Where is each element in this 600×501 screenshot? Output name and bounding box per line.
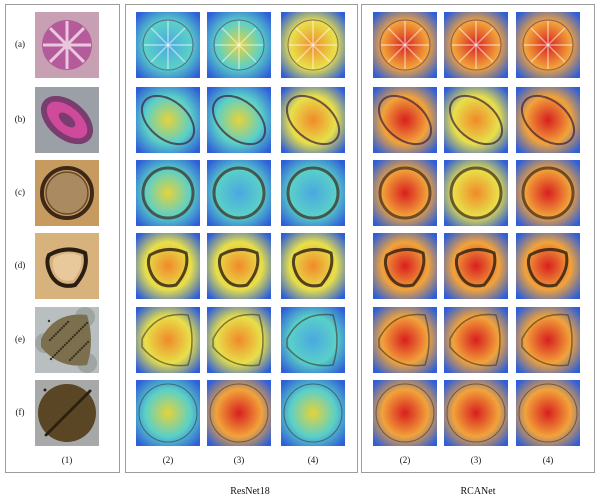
resnet18-heatmap-b-2 (136, 87, 200, 153)
rcanet-heatmap-b-4 (516, 87, 580, 153)
rcanet-heatmap-d-3 (444, 233, 508, 299)
resnet18-heatmap-e-3 (207, 307, 271, 373)
original-image-a (35, 12, 99, 78)
original-image-c (35, 160, 99, 226)
resnet18-heatmap-e-2 (136, 307, 200, 373)
rcanet-heatmap-c-3 (444, 160, 508, 226)
column-label: (4) (307, 455, 319, 465)
original-image-f (35, 380, 99, 446)
rcanet-heatmap-d-2 (373, 233, 437, 299)
resnet18-heatmap-d-4 (281, 233, 345, 299)
resnet18-heatmap-c-2 (136, 160, 200, 226)
resnet18-heatmap-a-3 (207, 12, 271, 78)
rcanet-heatmap-a-2 (373, 12, 437, 78)
resnet18-heatmap-b-3 (207, 87, 271, 153)
rcanet-heatmap-c-2 (373, 160, 437, 226)
resnet18-heatmap-a-4 (281, 12, 345, 78)
rcanet-heatmap-e-3 (444, 307, 508, 373)
row-label: (e) (15, 334, 25, 344)
column-label: (4) (542, 455, 554, 465)
resnet18-panel (125, 4, 358, 473)
original-image-d (35, 233, 99, 299)
resnet18-label: ResNet18 (230, 486, 270, 497)
rcanet-label: RCANet (460, 486, 496, 497)
resnet18-heatmap-c-4 (281, 160, 345, 226)
rcanet-heatmap-a-4 (516, 12, 580, 78)
row-label: (a) (15, 39, 25, 49)
original-image-b (35, 87, 99, 153)
row-label: (f) (15, 407, 25, 417)
resnet18-heatmap-f-2 (136, 380, 200, 446)
rcanet-heatmap-f-3 (444, 380, 508, 446)
rcanet-heatmap-f-4 (516, 380, 580, 446)
rcanet-heatmap-f-2 (373, 380, 437, 446)
column-label: (1) (61, 455, 73, 465)
rcanet-heatmap-e-4 (516, 307, 580, 373)
rcanet-heatmap-b-3 (444, 87, 508, 153)
column-label: (3) (470, 455, 482, 465)
rcanet-heatmap-b-2 (373, 87, 437, 153)
resnet18-heatmap-f-3 (207, 380, 271, 446)
original-image-e (35, 307, 99, 373)
row-label: (c) (15, 187, 25, 197)
resnet18-heatmap-f-4 (281, 380, 345, 446)
rcanet-heatmap-e-2 (373, 307, 437, 373)
resnet18-heatmap-d-3 (207, 233, 271, 299)
resnet18-heatmap-e-4 (281, 307, 345, 373)
rcanet-heatmap-a-3 (444, 12, 508, 78)
rcanet-panel (361, 4, 595, 473)
rcanet-heatmap-d-4 (516, 233, 580, 299)
rcanet-heatmap-c-4 (516, 160, 580, 226)
row-label: (d) (14, 260, 26, 270)
column-label: (2) (162, 455, 174, 465)
resnet18-heatmap-a-2 (136, 12, 200, 78)
original-images-panel (5, 4, 120, 473)
resnet18-heatmap-b-4 (281, 87, 345, 153)
column-label: (2) (399, 455, 411, 465)
row-label: (b) (14, 114, 26, 124)
column-label: (3) (233, 455, 245, 465)
resnet18-heatmap-d-2 (136, 233, 200, 299)
resnet18-heatmap-c-3 (207, 160, 271, 226)
